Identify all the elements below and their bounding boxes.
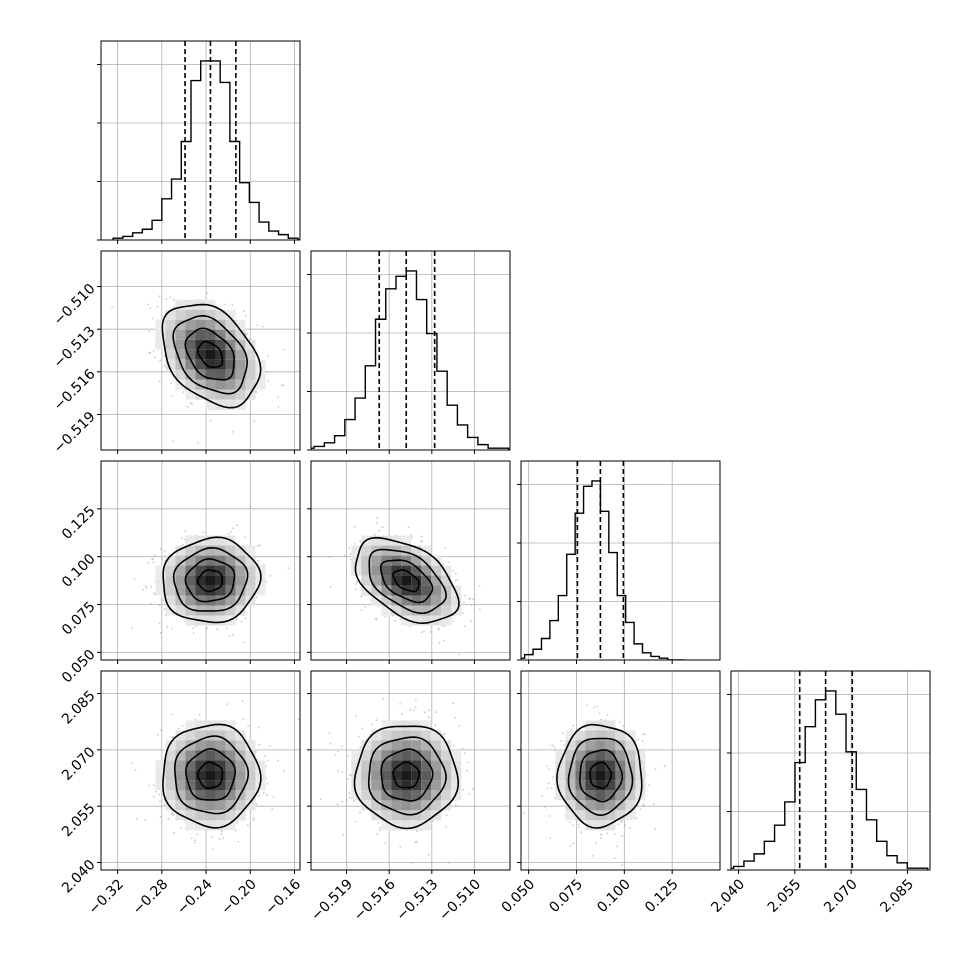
x-tick-label-1-1: −0.516 [351,876,399,924]
panel-3-3 [727,670,931,874]
density-1-0 [155,299,266,410]
x-tick-label-2-1: 0.075 [546,876,586,916]
y-tick-label-2-1: 0.075 [59,599,99,639]
panel-frame-2-1 [310,460,511,661]
contour-2-1-0 [392,569,420,593]
y-tick-label-3-3: 2.085 [59,688,99,728]
x-tick-label-3-2: 2.070 [821,876,861,916]
x-tick-label-2-2: 0.100 [594,876,634,916]
y-tick-label-3-0: 2.040 [59,857,99,897]
panel-2-2 [517,460,721,664]
contour-2-1-2 [368,548,447,615]
contour-1-0-3 [161,303,262,409]
y-tick-label-2-3: 0.125 [59,503,99,543]
x-tick-label-3-1: 2.055 [765,876,805,916]
contour-3-1-0 [392,761,420,789]
panel-2-0 [97,460,301,664]
y-tick-label-1-1: −0.516 [51,366,99,414]
contour-3-0-1 [184,747,237,801]
y-tick-label-3-2: 2.070 [59,744,99,784]
panel-3-0 [97,670,301,874]
contour-2-1-3 [354,536,460,625]
histogram-0 [112,60,300,240]
contour-3-0-0 [197,761,224,789]
contour-3-0-3 [162,723,262,829]
contour-1-0-0 [197,340,224,368]
panel-1-0 [97,250,301,454]
contour-3-2-2 [567,737,634,817]
density-3-0 [155,720,266,831]
histogram-2 [521,480,685,660]
contour-2-0-1 [184,558,236,603]
panel-frame-3-0 [100,670,301,871]
contour-1-0-2 [172,314,249,395]
contour-3-0-2 [173,735,249,815]
contour-3-2-1 [578,749,623,803]
panel-0-0 [97,40,301,244]
x-tick-label-1-3: −0.510 [436,876,484,924]
x-tick-label-0-0: −0.32 [86,876,128,918]
panel-1-1 [307,250,511,454]
y-tick-label-1-2: −0.513 [51,324,99,372]
contour-1-0-1 [184,327,235,381]
panel-frame-0-0 [100,40,301,241]
contour-2-1-1 [379,559,434,604]
density-2-0 [155,535,266,626]
x-tick-label-1-0: −0.519 [308,876,356,924]
x-tick-label-3-0: 2.040 [708,876,748,916]
panel-frame-1-1 [310,250,511,451]
y-tick-label-1-0: −0.519 [51,409,99,457]
x-tick-label-0-4: −0.16 [262,876,304,918]
contour-2-0-0 [197,569,223,593]
x-tick-label-0-3: −0.20 [218,876,260,918]
y-tick-label-2-2: 0.100 [59,551,99,591]
x-tick-label-3-3: 2.085 [877,876,917,916]
x-tick-label-2-0: 0.050 [499,876,539,916]
y-tick-label-2-0: 0.050 [59,647,99,687]
panel-3-2 [517,670,721,874]
panel-frame-3-2 [520,670,721,871]
x-tick-label-2-3: 0.125 [642,876,682,916]
x-tick-label-0-1: −0.28 [130,876,172,918]
y-tick-label-1-3: −0.510 [51,281,99,329]
contour-2-0-3 [162,536,262,624]
contour-3-2-3 [556,723,643,829]
contour-2-0-2 [172,546,249,612]
contour-3-1-1 [380,748,434,802]
panel-frame-1-0 [100,250,301,451]
panel-3-1 [307,670,511,874]
panel-frame-2-0 [100,460,301,661]
panel-frame-3-3 [730,670,931,871]
y-tick-label-3-1: 2.055 [59,801,99,841]
contour-3-2-0 [589,761,613,789]
x-tick-label-0-2: −0.24 [174,876,216,918]
contour-3-1-3 [353,725,459,830]
x-tick-label-1-2: −0.513 [393,876,441,924]
contour-3-1-2 [367,736,447,816]
panel-frame-2-2 [520,460,721,661]
density-2-1 [351,535,462,626]
panel-frame-3-1 [310,670,511,871]
panel-2-1 [307,460,511,664]
